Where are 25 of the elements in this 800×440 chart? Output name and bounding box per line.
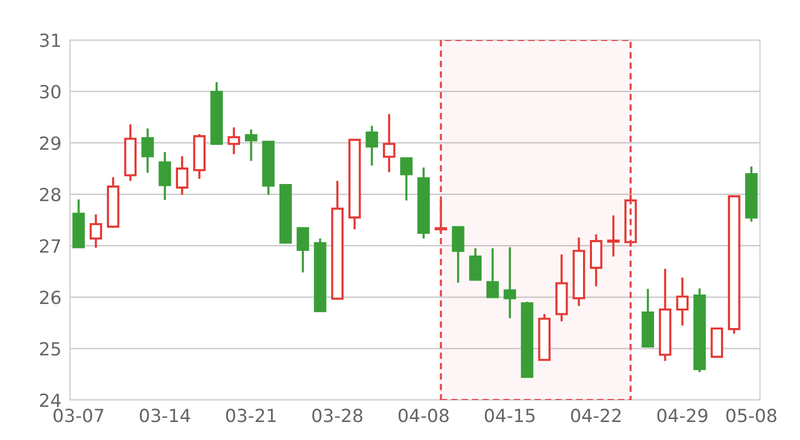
candlestick (90, 213, 102, 249)
y-tick-label: 31 (40, 33, 60, 48)
x-tick-label: 05-08 (726, 408, 776, 422)
candlestick (504, 246, 516, 320)
x-tick-label: 03-07 (54, 408, 104, 422)
candlestick (228, 126, 240, 156)
y-tick-label: 28 (40, 188, 60, 202)
candlestick (158, 151, 172, 201)
y-tick-label: 27 (40, 239, 60, 253)
x-tick-label: 04-29 (657, 408, 708, 422)
x-tick-label: 04-15 (484, 408, 535, 422)
x-tick-label: 04-08 (398, 408, 449, 422)
candlestick (382, 113, 396, 174)
candlestick (141, 127, 154, 174)
x-tick-label: 03-28 (312, 408, 362, 422)
y-tick-label: 30 (40, 84, 60, 99)
candlestick (676, 276, 689, 326)
candlestick (607, 214, 620, 258)
x-tick-label: 03-21 (226, 408, 276, 422)
x-tick-label: 04-22 (571, 408, 621, 422)
y-tick-label: 26 (40, 290, 61, 304)
y-tick-label: 24 (40, 393, 61, 407)
y-tick-label: 29 (40, 136, 60, 150)
x-tick-label: 03-14 (140, 408, 190, 422)
y-tick-label: 25 (40, 342, 60, 356)
